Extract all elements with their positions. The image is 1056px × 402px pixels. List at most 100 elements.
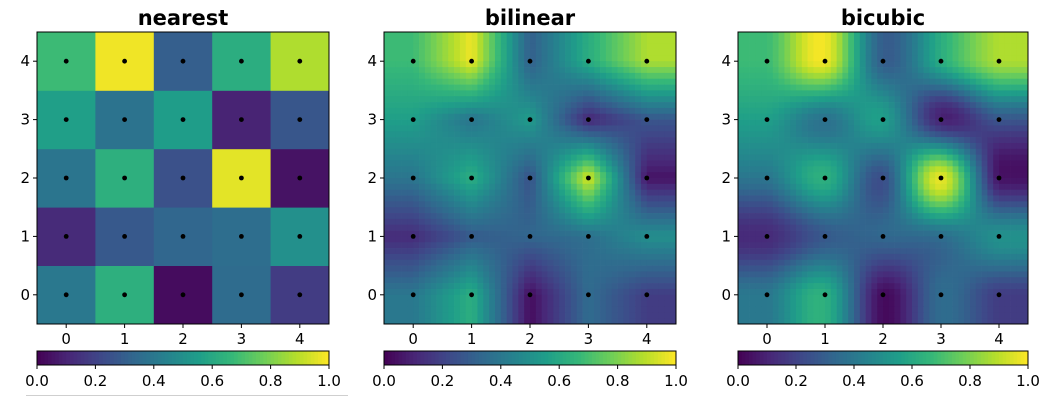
heatmap-pixel — [738, 271, 745, 278]
heatmap-pixel — [1004, 213, 1011, 220]
heatmap-pixel — [796, 137, 803, 144]
heatmap-pixel — [670, 224, 677, 231]
heatmap-pixel — [796, 253, 803, 261]
heatmap-pixel — [877, 230, 884, 237]
heatmap-pixel — [419, 137, 426, 144]
heatmap-pixel — [946, 201, 953, 208]
heatmap-pixel — [859, 154, 866, 161]
heatmap-pixel — [594, 148, 601, 155]
heatmap-pixel — [877, 218, 884, 226]
heatmap-pixel — [535, 119, 543, 126]
heatmap-pixel — [652, 49, 659, 56]
heatmap-pixel — [658, 49, 665, 56]
heatmap-pixel — [605, 72, 613, 80]
heatmap-pixel — [547, 72, 554, 80]
heatmap-pixel — [871, 189, 878, 196]
heatmap-pixel — [796, 72, 803, 80]
heatmap-pixel — [801, 148, 808, 155]
heatmap-pixel — [912, 154, 919, 161]
heatmap-pixel — [489, 271, 496, 278]
heatmap-pixel — [424, 236, 432, 243]
heatmap-pixel — [442, 265, 449, 272]
heatmap-pixel — [888, 113, 895, 120]
heatmap-pixel — [877, 90, 884, 97]
heatmap-pixel — [465, 300, 472, 307]
heatmap-pixel — [894, 218, 901, 226]
heatmap-pixel — [796, 119, 803, 126]
heatmap-pixel — [489, 148, 496, 155]
heatmap-pixel — [1016, 102, 1023, 109]
heatmap-pixel — [842, 248, 849, 255]
heatmap-pixel — [900, 49, 907, 56]
heatmap-pixel — [987, 37, 994, 45]
heatmap-pixel — [448, 277, 455, 284]
heatmap-pixel — [489, 166, 496, 173]
heatmap-pixel — [946, 72, 953, 80]
heatmap-pixel — [489, 90, 496, 97]
heatmap-pixel — [784, 67, 791, 74]
heatmap-pixel — [917, 265, 924, 272]
heatmap-pixel — [600, 67, 607, 74]
heatmap-pixel — [970, 218, 977, 226]
heatmap-pixel — [384, 78, 391, 85]
heatmap-pixel — [448, 189, 455, 196]
heatmap-pixel — [883, 224, 890, 231]
heatmap-pixel — [807, 183, 814, 191]
heatmap-pixel — [755, 137, 762, 144]
heatmap-pixel — [1022, 78, 1029, 85]
heatmap-pixel — [993, 277, 1000, 284]
heatmap-pixel — [553, 277, 560, 284]
heatmap-pixel — [854, 142, 861, 150]
heatmap-pixel — [801, 32, 808, 39]
heatmap-pixel — [755, 49, 762, 56]
heatmap-pixel — [477, 172, 484, 179]
heatmap-pixel — [623, 195, 630, 202]
heatmap-pixel — [854, 154, 861, 161]
heatmap-pixel — [395, 253, 402, 261]
heatmap-pixel — [738, 259, 745, 266]
heatmap-pixel — [494, 55, 502, 62]
heatmap-pixel — [865, 195, 872, 202]
heatmap-pixel — [1010, 37, 1017, 45]
heatmap-pixel — [494, 43, 502, 50]
heatmap-pixel — [670, 67, 677, 74]
heatmap-pixel — [883, 55, 890, 62]
heatmap-pixel — [970, 142, 977, 150]
heatmap-pixel — [929, 271, 936, 278]
heatmap-pixel — [500, 160, 507, 167]
heatmap-pixel — [738, 236, 745, 243]
colorbar-segment — [595, 351, 600, 365]
heatmap-pixel — [401, 137, 408, 144]
heatmap-pixel — [652, 265, 659, 272]
heatmap-pixel — [999, 84, 1006, 91]
heatmap-pixel — [436, 113, 443, 120]
heatmap-pixel — [611, 259, 618, 266]
heatmap-pixel — [436, 131, 443, 138]
heatmap-pixel — [970, 236, 977, 243]
heatmap-pixel — [964, 248, 971, 255]
heatmap-pixel — [952, 107, 959, 115]
heatmap-pixel — [941, 142, 948, 150]
heatmap-pixel — [518, 154, 525, 161]
heatmap-pixel — [970, 265, 977, 272]
heatmap-pixel — [588, 277, 595, 284]
heatmap-pixel — [535, 271, 543, 278]
colorbar-segment — [599, 351, 604, 365]
heatmap-pixel — [952, 178, 959, 185]
heatmap-pixel — [664, 90, 671, 97]
heatmap-pixel — [987, 148, 994, 155]
heatmap-pixel — [664, 306, 671, 313]
heatmap-pixel — [958, 259, 965, 266]
heatmap-pixel — [819, 107, 826, 115]
heatmap-pixel — [848, 102, 855, 109]
heatmap-pixel — [605, 318, 613, 325]
heatmap-pixel — [407, 236, 414, 243]
heatmap-pixel — [605, 113, 613, 120]
heatmap-pixel — [743, 43, 750, 50]
heatmap-pixel — [738, 67, 745, 74]
heatmap-pixel — [611, 265, 618, 272]
heatmap-pixel — [617, 90, 624, 97]
heatmap-pixel — [646, 78, 653, 85]
heatmap-pixel — [871, 37, 878, 45]
heatmap-pixel — [471, 37, 478, 45]
